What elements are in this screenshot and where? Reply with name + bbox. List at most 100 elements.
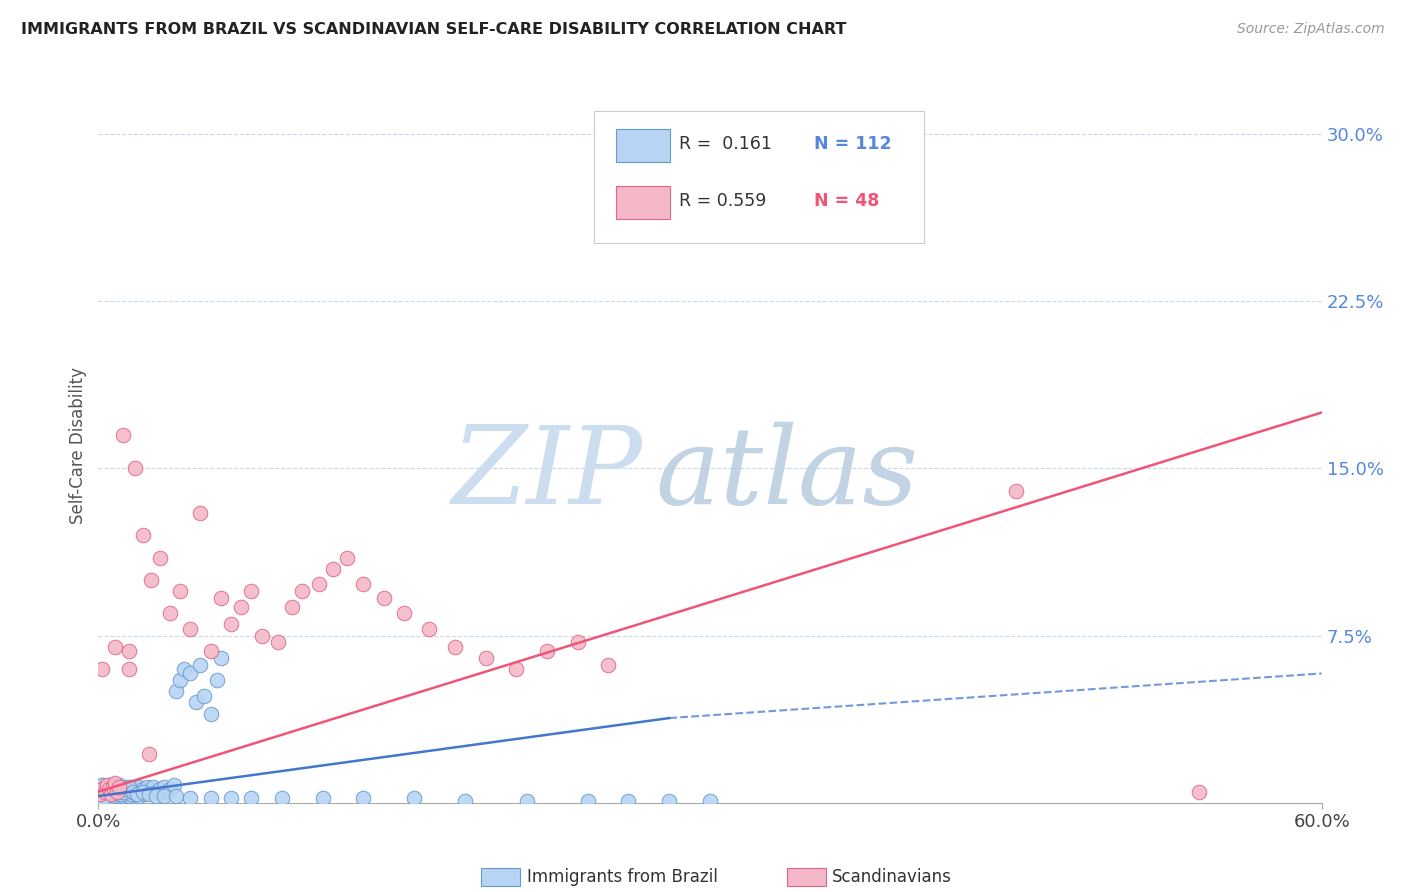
FancyBboxPatch shape [616, 186, 669, 219]
Point [114, 780, 136, 794]
Point [149, 782, 172, 797]
Point [91, 794, 114, 808]
Point [141, 573, 163, 587]
Point [96, 778, 118, 792]
Point [91, 787, 114, 801]
Point [169, 583, 191, 598]
Point [97, 782, 120, 797]
Y-axis label: Self-Care Disability: Self-Care Disability [69, 368, 87, 524]
Point [155, 785, 177, 799]
Point [91, 789, 114, 803]
Point [104, 785, 127, 799]
Point [516, 794, 538, 808]
Point [392, 607, 416, 621]
Point [104, 640, 127, 654]
Point [111, 785, 134, 799]
Point [454, 794, 477, 808]
Point [97, 787, 120, 801]
Point [118, 644, 141, 658]
Point [169, 673, 191, 687]
Point [127, 787, 149, 801]
Point [110, 787, 132, 801]
Point [129, 785, 152, 799]
Point [281, 599, 304, 614]
Point [165, 684, 187, 698]
Point [291, 583, 314, 598]
Text: R =  0.161: R = 0.161 [679, 136, 772, 153]
Point [105, 787, 128, 801]
Point [96, 789, 118, 803]
Point [97, 791, 120, 805]
Point [138, 785, 160, 799]
Point [193, 689, 215, 703]
Point [142, 780, 165, 794]
Point [308, 577, 330, 591]
Point [101, 782, 124, 797]
Point [110, 787, 132, 801]
Point [145, 789, 167, 803]
FancyBboxPatch shape [616, 129, 669, 162]
Point [108, 780, 131, 794]
Point [105, 785, 128, 799]
Point [312, 791, 335, 805]
Point [128, 780, 150, 794]
Point [100, 787, 122, 801]
Point [100, 778, 122, 792]
Point [91, 782, 114, 797]
Point [567, 635, 589, 649]
Point [96, 780, 118, 794]
Point [322, 562, 344, 576]
Point [128, 789, 150, 803]
Point [352, 577, 374, 591]
Point [576, 794, 599, 808]
Point [1188, 785, 1211, 799]
Point [219, 791, 242, 805]
Point [89, 785, 111, 799]
Point [127, 787, 149, 801]
Point [404, 791, 426, 805]
Point [163, 778, 186, 792]
Point [122, 785, 145, 799]
Point [104, 785, 127, 799]
Point [132, 785, 155, 799]
Point [91, 782, 114, 797]
Point [136, 780, 159, 794]
Point [104, 789, 127, 803]
Point [89, 794, 111, 808]
Point [108, 785, 131, 799]
Text: Immigrants from Brazil: Immigrants from Brazil [526, 868, 717, 886]
Point [444, 640, 467, 654]
Point [179, 666, 201, 681]
Point [132, 528, 155, 542]
Point [93, 785, 115, 799]
Point [134, 787, 156, 801]
Point [699, 794, 721, 808]
Point [205, 673, 228, 687]
Point [89, 787, 111, 801]
Point [114, 782, 136, 797]
FancyBboxPatch shape [787, 868, 827, 887]
Point [188, 657, 212, 672]
Text: ZIP: ZIP [451, 422, 643, 527]
Point [124, 461, 146, 475]
Point [188, 506, 212, 520]
Point [93, 791, 115, 805]
Point [108, 780, 131, 794]
Point [101, 780, 124, 794]
Text: IMMIGRANTS FROM BRAZIL VS SCANDINAVIAN SELF-CARE DISABILITY CORRELATION CHART: IMMIGRANTS FROM BRAZIL VS SCANDINAVIAN S… [21, 22, 846, 37]
Point [118, 662, 141, 676]
Point [505, 662, 527, 676]
Point [617, 794, 640, 808]
Text: N = 112: N = 112 [814, 136, 891, 153]
Text: Scandinavians: Scandinavians [832, 868, 952, 886]
Point [93, 787, 115, 801]
Point [352, 791, 374, 805]
Point [105, 782, 128, 797]
Point [97, 778, 120, 792]
Point [124, 782, 146, 797]
Point [111, 427, 134, 442]
Text: atlas: atlas [655, 422, 918, 527]
Point [149, 550, 172, 565]
Point [104, 775, 127, 790]
Point [111, 782, 134, 797]
